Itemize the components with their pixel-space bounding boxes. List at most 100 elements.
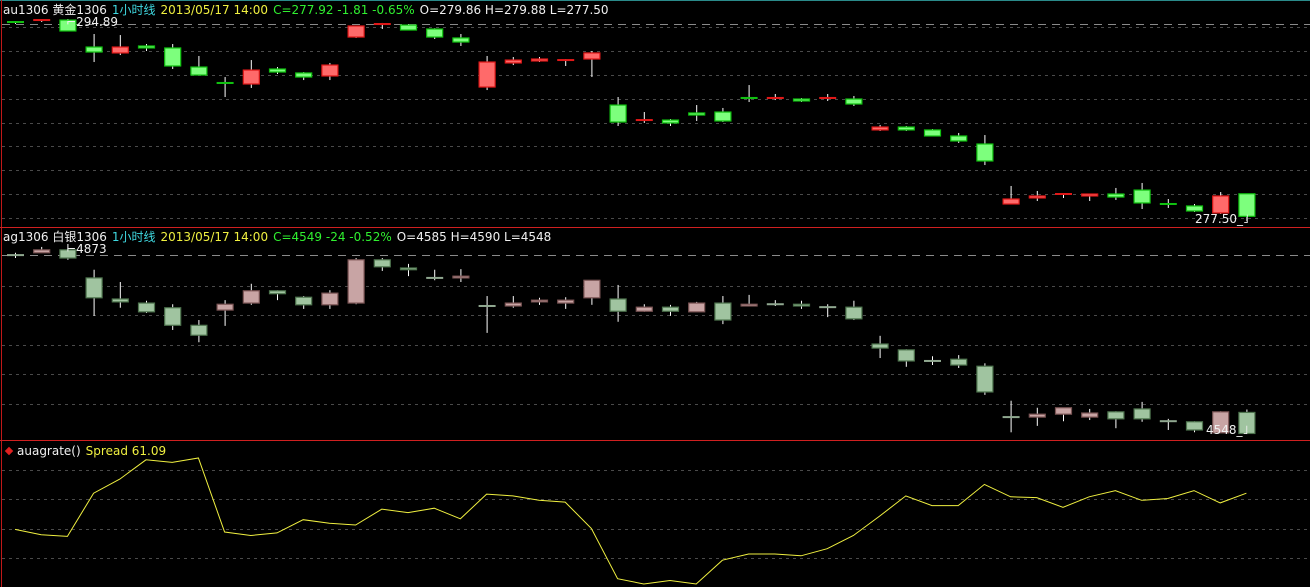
- candle-body: [321, 292, 339, 306]
- silver-period[interactable]: 1小时线: [111, 230, 156, 244]
- candle-body: [766, 303, 784, 306]
- candle-body: [976, 143, 994, 162]
- candle-body: [242, 290, 260, 304]
- gold-datetime: 2013/05/17 14:00: [160, 3, 269, 17]
- gold-candle: [871, 124, 889, 131]
- gold-candle: [33, 19, 51, 23]
- gold-candle: [85, 34, 103, 63]
- candle-body: [321, 64, 339, 77]
- gold-candle: [976, 135, 994, 166]
- spread-indicator[interactable]: auagrate(): [17, 444, 81, 458]
- candle-body: [923, 129, 942, 137]
- candle-body: [478, 304, 496, 307]
- candle-body: [33, 249, 51, 254]
- gold-candle: [740, 85, 758, 103]
- candle-body: [1212, 411, 1230, 434]
- silver-candle: [426, 269, 444, 281]
- gold-candle: [950, 132, 968, 143]
- silver-candle: [137, 300, 156, 314]
- silver-candle: [1028, 407, 1046, 426]
- candle-body: [950, 358, 968, 366]
- silver-candle: [583, 279, 601, 305]
- candle-body: [137, 302, 156, 313]
- silver-candle: [871, 335, 889, 359]
- diamond-icon: [4, 446, 14, 456]
- arrow-left-icon: ⌐: [66, 15, 77, 29]
- silver-high-marker: ⌐4873: [66, 243, 107, 255]
- candle-body: [530, 58, 549, 62]
- gold-candle: [295, 72, 313, 81]
- candle-body: [557, 299, 575, 304]
- silver-candle: [792, 300, 811, 309]
- candle-body: [1185, 205, 1204, 212]
- gold-period[interactable]: 1小时线: [111, 3, 156, 17]
- silver-candle: [7, 252, 24, 259]
- gold-candle: [1055, 193, 1072, 198]
- gold-candle: [1002, 185, 1020, 205]
- gold-high-label: 294.89: [76, 15, 119, 29]
- candle-body: [557, 59, 575, 62]
- silver-candle: [85, 269, 103, 316]
- spread-line: [14, 457, 1247, 585]
- candle-body: [33, 19, 51, 22]
- candle-body: [452, 275, 470, 279]
- candle-body: [1107, 411, 1125, 420]
- candle-body: [819, 306, 837, 309]
- gold-candle: [452, 34, 470, 46]
- silver-candle: [557, 297, 575, 309]
- candle-body: [714, 302, 732, 321]
- gold-candle: [478, 55, 496, 91]
- candle-body: [819, 96, 837, 99]
- gold-candle: [1238, 193, 1256, 222]
- silver-candle: [321, 290, 339, 309]
- gold-high-marker: ⌐294.89: [66, 16, 118, 28]
- candle-body: [85, 46, 103, 53]
- silver-candle: [373, 258, 391, 271]
- silver-low-label: 4548: [1206, 423, 1237, 437]
- candle-body: [1159, 420, 1177, 423]
- gold-candle: [426, 28, 444, 39]
- gold-low-marker: 277.50_˩: [1195, 213, 1249, 225]
- silver-candle: [1212, 411, 1230, 434]
- candle-body: [347, 25, 365, 38]
- candle-body: [1028, 195, 1046, 199]
- candle-body: [1054, 407, 1073, 415]
- silver-candle: [1238, 409, 1256, 435]
- candle-body: [976, 365, 994, 393]
- gold-candle: [1133, 182, 1151, 209]
- silver-ohlc: O=4585 H=4590 L=4548: [396, 230, 552, 244]
- candle-body: [871, 343, 889, 349]
- gold-candle: [897, 125, 915, 131]
- candle-body: [714, 111, 732, 122]
- silver-candle: [1002, 400, 1020, 433]
- candle-body: [85, 277, 103, 299]
- candle-body: [1212, 195, 1230, 214]
- candle-body: [661, 306, 680, 312]
- candle-body: [190, 66, 208, 76]
- gold-candle: [111, 35, 129, 56]
- candle-body: [190, 324, 208, 336]
- candle-body: [268, 290, 287, 295]
- candle-body: [1107, 193, 1125, 198]
- gold-candle: [583, 50, 601, 78]
- candle-body: [216, 81, 234, 84]
- candle-body: [347, 259, 365, 304]
- arrow-left-icon: ⌐: [66, 242, 77, 256]
- gold-low-label: 277.50: [1195, 212, 1237, 226]
- gold-candle: [268, 67, 287, 74]
- gold-candle: [1212, 192, 1230, 214]
- silver-candle: [897, 349, 915, 367]
- silver-change: C=4549 -24 -0.52%: [273, 230, 392, 244]
- arrow-right-icon: _˩: [1236, 423, 1249, 437]
- candle-body: [740, 303, 758, 307]
- gold-candle: [347, 25, 365, 38]
- candle-body: [871, 126, 889, 131]
- candle-body: [1238, 411, 1256, 435]
- candle-body: [373, 259, 391, 268]
- candle-body: [1002, 416, 1020, 419]
- silver-candle: [1185, 421, 1204, 433]
- candle-body: [897, 126, 915, 131]
- gold-candle: [190, 55, 208, 76]
- gold-candle: [530, 57, 549, 63]
- candle-body: [7, 254, 24, 257]
